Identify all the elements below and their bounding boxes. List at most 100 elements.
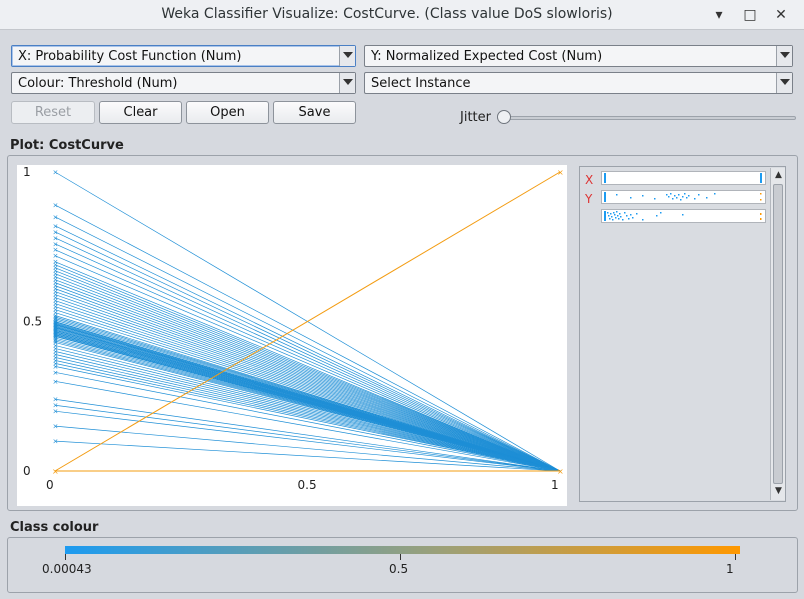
bary-dot-14 [684, 193, 686, 195]
bart-dot-22 [642, 219, 644, 221]
save-button[interactable]: Save [273, 101, 356, 124]
cost-line-67 [54, 404, 561, 472]
cost-point-55: × [53, 339, 59, 347]
cost-point-1: × [53, 201, 59, 209]
cost-line-6 [54, 243, 561, 472]
bary-dot-10 [676, 197, 678, 199]
cost-line-65 [54, 380, 561, 472]
colour-select[interactable]: Colour: Threshold (Num) [11, 72, 356, 94]
bary-dot-13 [682, 196, 684, 198]
window-title: Weka Classifier Visualize: CostCurve. (C… [161, 6, 613, 22]
cost-point-70: × [53, 438, 59, 446]
cost-point-54: × [53, 337, 59, 345]
cost-curve-chart[interactable]: ××××××××××××××××××××××××××××××××××××××××… [17, 165, 567, 506]
cost-point-62: × [53, 360, 59, 368]
cost-line-11 [54, 267, 561, 472]
cost-line-58 [54, 351, 561, 472]
x-tick-label-1: 0.5 [298, 478, 317, 492]
plot-area[interactable]: × × × × × × × × × × × × × × × × × × × × × × × × × × × × × × × × × × × × × × × ×… [17, 165, 567, 506]
plot-label: Plot: CostCurve [10, 138, 124, 153]
minimize-icon[interactable]: ▾ [715, 7, 723, 23]
bary-dot-8 [672, 198, 674, 200]
cost-point-60: × [53, 354, 59, 362]
bart-dot-25 [682, 214, 684, 216]
cost-line-17 [54, 285, 561, 472]
cost-point-66: × [53, 396, 59, 404]
jitter-label: Jitter [460, 110, 491, 125]
bart-dot-20 [632, 217, 634, 219]
bart-dot-2 [608, 215, 610, 217]
cost-point-16: × [53, 279, 59, 287]
bart-dot-1 [607, 212, 609, 214]
attr-bar-y[interactable] [601, 190, 766, 204]
bary-dot-19 [706, 197, 708, 199]
scroll-down-icon[interactable]: ▼ [775, 486, 782, 496]
cost-point-9: × [53, 258, 59, 266]
diagonal-line [54, 171, 561, 472]
cost-line-19 [54, 291, 561, 472]
jitter-slider-handle[interactable] [497, 110, 511, 124]
cost-point-17: × [53, 282, 59, 290]
scrollbar-thumb[interactable] [773, 184, 783, 484]
instance-select-value: Select Instance [371, 76, 471, 91]
cost-line-8 [54, 255, 561, 472]
cost-line-70 [54, 440, 561, 472]
bary-dot-18 [698, 194, 700, 196]
bary-dot-0 [604, 192, 606, 202]
bart-dot-15 [622, 219, 624, 221]
bary-dot-1 [760, 199, 762, 201]
y-tick-label-1: 0.5 [23, 315, 42, 329]
cost-point-68: × [53, 408, 59, 416]
cost-point-51: × [53, 333, 59, 341]
reset-button[interactable]: Reset [11, 101, 95, 124]
cost-line-62 [54, 363, 561, 472]
endpoint-marker-0: × [557, 168, 564, 177]
cost-line-57 [54, 348, 561, 472]
bart-dot-6 [612, 219, 614, 221]
attr-bar-threshold[interactable] [601, 209, 766, 223]
cost-line-64 [54, 371, 561, 472]
cost-point-45: × [53, 328, 59, 336]
cost-line-26 [54, 312, 561, 472]
cost-point-57: × [53, 345, 59, 353]
cost-line-22 [54, 300, 561, 472]
cost-point-53: × [53, 336, 59, 344]
attribute-scrollbar[interactable]: ▲ ▼ [770, 168, 785, 500]
y-axis-select[interactable]: Y: Normalized Expected Cost (Num) [364, 45, 793, 67]
close-icon[interactable]: ✕ [775, 7, 787, 23]
cost-point-40: × [53, 325, 59, 333]
cost-point-14: × [53, 273, 59, 281]
bary-dot-2 [630, 197, 632, 199]
bart-dot-9 [615, 217, 617, 219]
cost-point-47: × [53, 330, 59, 338]
cost-line-9 [54, 261, 561, 472]
cost-line-13 [54, 273, 561, 472]
endpoint-marker-1: × [52, 467, 59, 476]
maximize-icon[interactable]: □ [743, 7, 757, 23]
scroll-up-icon[interactable]: ▲ [775, 170, 782, 180]
colour-select-value: Colour: Threshold (Num) [18, 76, 178, 91]
cost-point-49: × [53, 331, 59, 339]
bary-dot-6 [668, 196, 670, 198]
x-axis-select[interactable]: X: Probability Cost Function (Num) [11, 45, 356, 67]
open-button[interactable]: Open [186, 101, 269, 124]
instance-select[interactable]: Select Instance [364, 72, 793, 94]
cost-point-6: × [53, 240, 59, 248]
cost-line-14 [54, 276, 561, 472]
cost-line-55 [54, 342, 561, 472]
bart-dot-8 [614, 214, 616, 216]
clear-button[interactable]: Clear [99, 101, 182, 124]
cost-point-15: × [53, 276, 59, 284]
bary-dot-17 [694, 198, 696, 200]
endpoint-marker-2: × [557, 467, 564, 476]
gradient-mid-label: 0.5 [389, 562, 409, 576]
jitter-slider[interactable] [502, 116, 796, 120]
cost-point-30: × [53, 317, 59, 325]
gradient-tick-mid [400, 554, 401, 560]
cost-point-0: × [53, 169, 59, 177]
bary-dot-3 [642, 195, 644, 197]
cost-line-23 [54, 303, 561, 472]
bary-dot-15 [686, 197, 688, 199]
attr-bar-x[interactable] [601, 171, 766, 185]
cost-point-2: × [53, 213, 59, 221]
